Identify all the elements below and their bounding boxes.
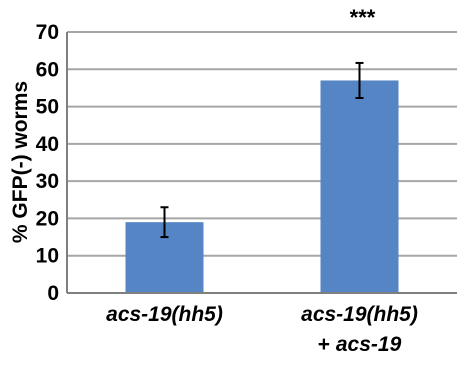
significance-markers: *** xyxy=(350,5,376,30)
y-tick-label: 0 xyxy=(47,282,59,305)
bar xyxy=(320,80,399,293)
axes xyxy=(66,32,457,294)
category-label: acs-19(hh5) xyxy=(301,303,418,326)
y-tick-label: 30 xyxy=(36,170,59,193)
y-axis-label: % GFP(-) worms xyxy=(9,81,32,243)
bars xyxy=(125,80,399,293)
y-tick-label: 60 xyxy=(36,58,59,81)
y-tick-label: 50 xyxy=(36,96,59,119)
y-tick-label: 40 xyxy=(36,133,59,156)
grid-lines xyxy=(67,31,457,257)
category-label: acs-19(hh5) xyxy=(106,303,223,326)
y-tick-label: 10 xyxy=(36,245,59,268)
significance-marker: *** xyxy=(350,5,376,30)
error-bar xyxy=(160,206,169,239)
y-axis-ticks: 0 10 20 30 40 50 60 70 xyxy=(36,21,59,305)
category-label-line2: + acs-19 xyxy=(318,333,402,356)
y-tick-label: 20 xyxy=(36,207,59,230)
error-bar xyxy=(355,61,364,99)
y-tick-label: 70 xyxy=(36,21,59,44)
x-axis-categories: acs-19(hh5) acs-19(hh5) + acs-19 xyxy=(106,303,418,356)
error-bars xyxy=(160,61,364,239)
